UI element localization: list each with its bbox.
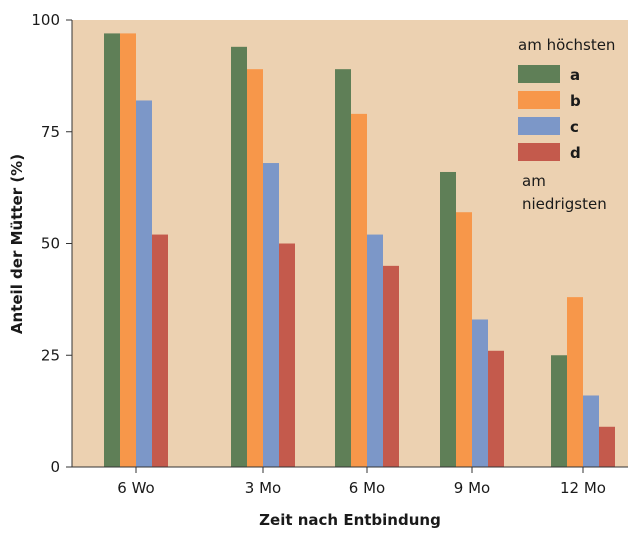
x-ticks-group: 6 Wo 3 Mo 6 Mo 9 Mo 12 Mo <box>117 467 606 497</box>
legend-label-c: c <box>570 118 579 136</box>
bar-d-1 <box>279 243 295 467</box>
y-tick-label: 25 <box>41 346 60 364</box>
legend-label-b: b <box>570 92 581 110</box>
bar-a-1 <box>231 46 247 467</box>
bar-c-2 <box>367 234 383 467</box>
y-tick-label: 100 <box>31 11 60 29</box>
bar-c-4 <box>583 395 599 467</box>
legend-label-d: d <box>570 144 581 162</box>
y-tick-label: 50 <box>41 235 60 253</box>
y-ticks-group: 0 25 50 75 100 <box>31 11 72 476</box>
bar-d-0 <box>152 234 168 467</box>
bar-b-1 <box>247 69 263 468</box>
bar-c-1 <box>263 163 279 468</box>
bar-d-4 <box>599 426 615 467</box>
y-tick-label: 0 <box>50 458 60 476</box>
bar-c-3 <box>472 319 488 467</box>
x-tick-label: 9 Mo <box>454 479 490 497</box>
y-axis-title: Anteil der Mütter (%) <box>8 154 26 334</box>
y-tick-label: 75 <box>41 123 60 141</box>
x-axis-title: Zeit nach Entbindung <box>259 511 441 529</box>
bar-a-4 <box>551 355 567 467</box>
legend-swatch-c <box>518 117 560 135</box>
legend-top-label: am höchsten <box>518 36 615 54</box>
bar-b-3 <box>456 212 472 467</box>
bars-group <box>104 33 615 468</box>
bar-c-0 <box>136 100 152 468</box>
bar-d-2 <box>383 265 399 467</box>
bar-b-0 <box>120 33 136 467</box>
bar-b-4 <box>567 297 583 467</box>
x-tick-label: 12 Mo <box>560 479 606 497</box>
legend-swatch-b <box>518 91 560 109</box>
legend-label-a: a <box>570 66 580 84</box>
bar-d-3 <box>488 350 504 467</box>
x-tick-label: 3 Mo <box>245 479 281 497</box>
legend-bottom-label-1: am <box>522 172 546 190</box>
legend-swatch-a <box>518 65 560 83</box>
bar-a-2 <box>335 69 351 468</box>
x-tick-label: 6 Wo <box>117 479 154 497</box>
x-tick-label: 6 Mo <box>349 479 385 497</box>
bar-b-2 <box>351 113 367 468</box>
legend-swatch-d <box>518 143 560 161</box>
bar-a-3 <box>440 171 456 468</box>
legend-bottom-label-2: niedrigsten <box>522 195 607 213</box>
bar-a-0 <box>104 33 120 467</box>
